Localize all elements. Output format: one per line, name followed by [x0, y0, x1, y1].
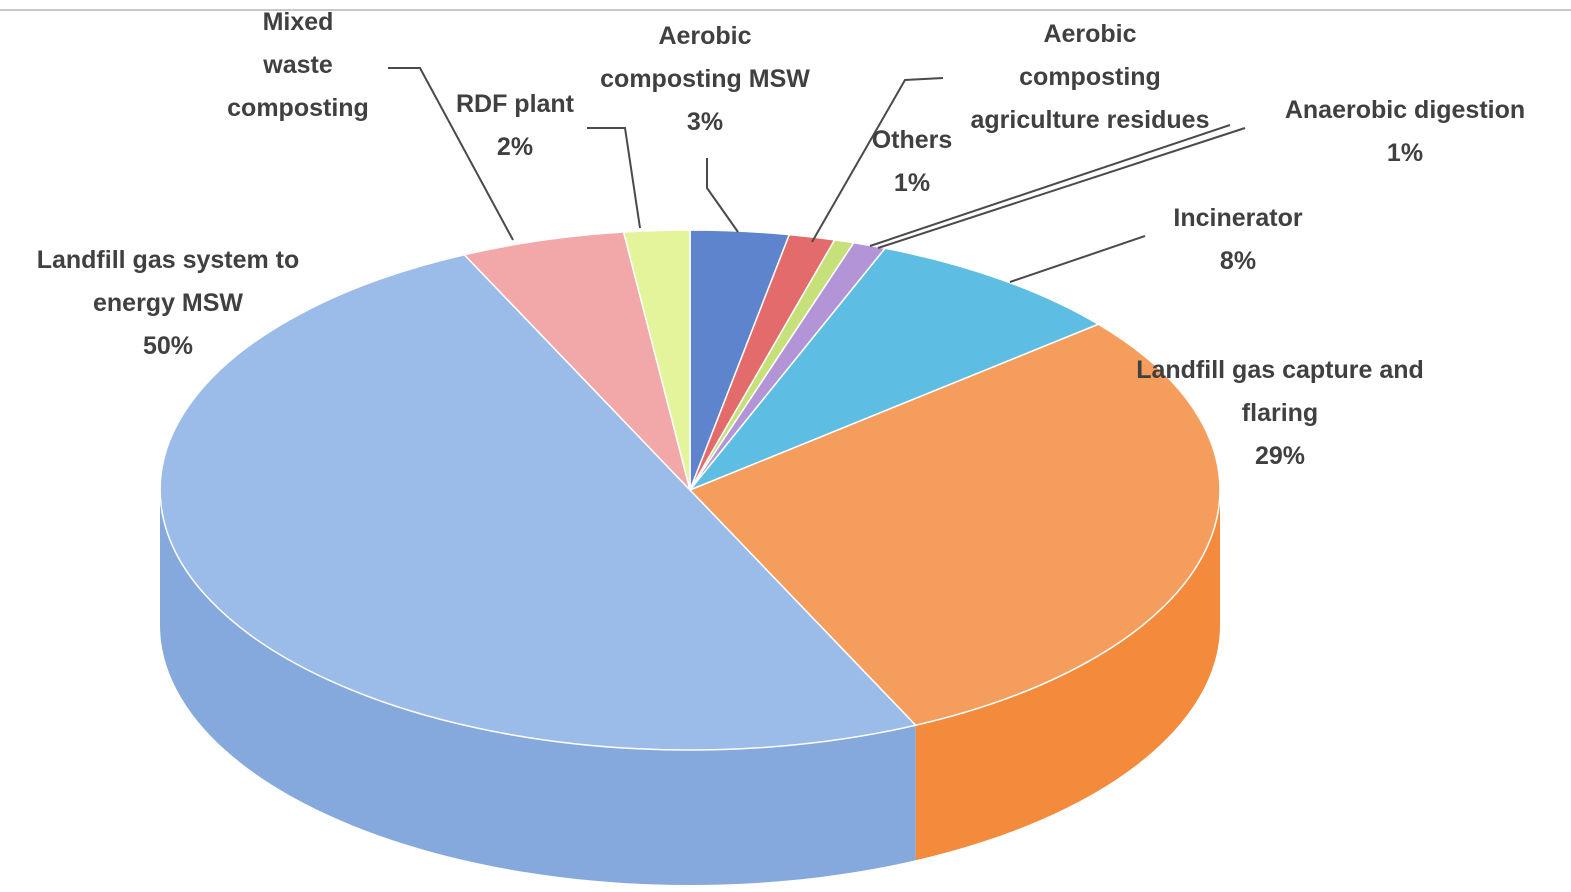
slice-value-label-0: 50% — [143, 332, 193, 360]
leader-line-3 — [877, 127, 1246, 249]
slice-label-0-line-0: Landfill gas system to — [37, 246, 300, 274]
slice-label-6-line-0: Aerobic — [658, 22, 751, 50]
leader-line-5 — [811, 77, 944, 243]
slice-label-4-line-0: Aerobic — [1043, 20, 1136, 48]
slice-labels: Landfill gas system to energy MSW 50% Landf… — [37, 8, 1525, 470]
slice-label-4-line-2: agriculture residues — [971, 106, 1210, 134]
slice-label-8-line-2: composting — [227, 94, 369, 122]
pie-side-1 — [915, 490, 1220, 861]
slice-value-label-3: 1% — [1387, 139, 1423, 167]
leader-line-2 — [1009, 235, 1146, 283]
pie-side-0 — [160, 490, 916, 885]
slice-value-label-7: 2% — [497, 133, 533, 161]
slice-label-2-line-0: Incinerator — [1173, 204, 1302, 232]
slice-value-label-2: 8% — [1220, 247, 1256, 275]
leader-line-7 — [587, 127, 641, 229]
slice-label-8-line-1: waste — [262, 51, 333, 79]
slice-value-label-6: 3% — [687, 108, 723, 136]
pie-slice-1 — [688, 323, 1221, 727]
slice-value-label-5: 1% — [894, 169, 930, 197]
slice-label-3-line-0: Anaerobic digestion — [1285, 96, 1525, 124]
leader-line-4 — [869, 124, 1231, 247]
pie-slice-8 — [462, 231, 692, 493]
slice-label-0-line-1: energy MSW — [93, 289, 243, 317]
leader-line-6 — [706, 158, 739, 233]
slice-label-4-line-1: composting — [1019, 63, 1161, 91]
slice-label-1-line-1: flaring — [1242, 399, 1318, 427]
slice-label-1-line-0: Landfill gas capture and — [1136, 356, 1424, 384]
slice-label-7-line-0: RDF plant — [456, 90, 575, 118]
pie-slice-2 — [687, 247, 1101, 492]
leader-lines — [388, 67, 1246, 283]
pie-slice-0 — [159, 253, 918, 751]
pie-slice-7 — [622, 229, 691, 491]
slice-label-8-line-0: Mixed — [263, 8, 334, 36]
slice-label-5-line-0: Others — [872, 126, 953, 154]
slice-label-6-line-1: composting MSW — [600, 65, 810, 93]
slice-value-label-1: 29% — [1255, 442, 1305, 470]
pie-sides — [160, 490, 1220, 885]
pie-slices — [159, 229, 1221, 751]
leader-line-8 — [388, 67, 514, 241]
